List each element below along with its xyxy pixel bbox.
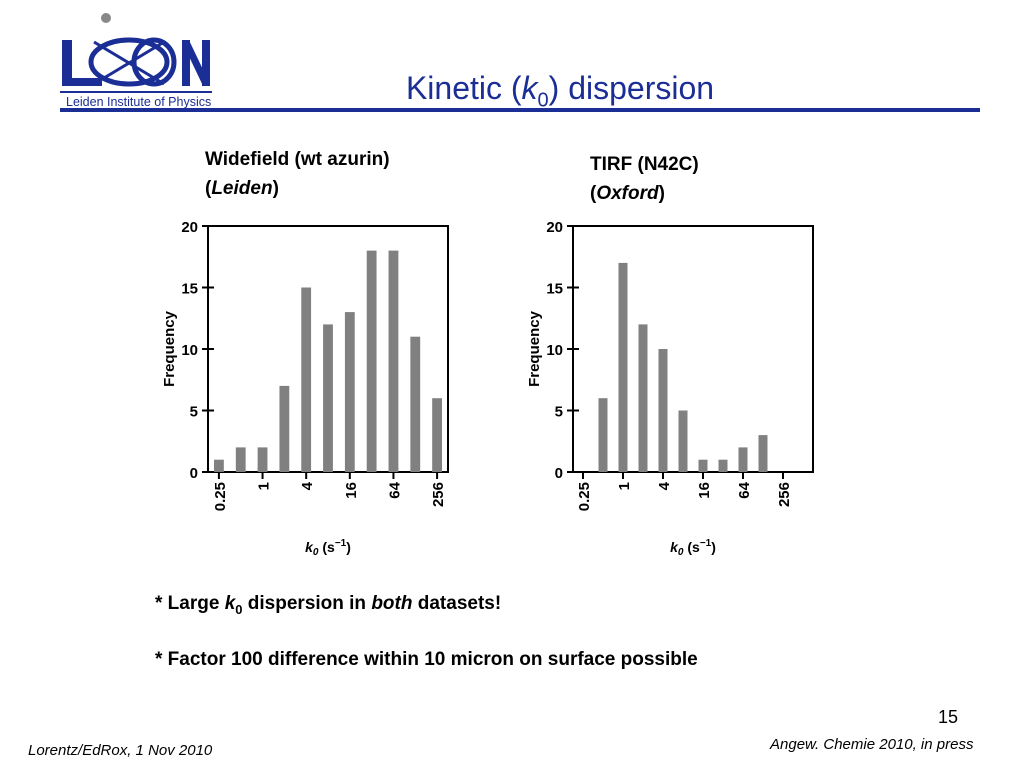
- left-caption-line1: Widefield (wt azurin): [205, 149, 390, 170]
- slide-number: 15: [938, 707, 959, 727]
- footer-author: Lorentz/EdRox, 1 Nov 2010: [28, 742, 213, 759]
- x-axis-label: k0 (s−1): [305, 538, 351, 558]
- histogram-bar: [658, 349, 668, 472]
- histogram-bar: [638, 324, 648, 472]
- y-tick-label: 15: [546, 281, 563, 298]
- x-axis-label-part: k: [670, 539, 679, 555]
- y-tick-label: 0: [555, 465, 563, 482]
- y-tick-label: 15: [181, 281, 198, 298]
- x-tick-label: 1: [616, 482, 633, 490]
- histogram-bar: [388, 250, 399, 472]
- y-axis-label: Frequency: [526, 310, 543, 387]
- x-axis-label: k0 (s−1): [670, 538, 716, 558]
- y-tick-label: 20: [181, 219, 198, 236]
- histogram-bar: [738, 447, 748, 472]
- title-k: k: [521, 70, 538, 106]
- y-tick-label: 10: [181, 342, 198, 359]
- y-tick-label: 10: [546, 342, 563, 359]
- x-tick-label: 16: [343, 482, 360, 499]
- y-tick-label: 20: [546, 219, 563, 236]
- x-axis-label-part: (s: [318, 539, 335, 555]
- x-axis-label-part: 0: [313, 547, 319, 558]
- x-axis-label-part: (s: [683, 539, 700, 555]
- y-axis-label: Frequency: [161, 310, 178, 387]
- x-tick-label: 0.25: [212, 482, 229, 511]
- left-chart-caption: Widefield (wt azurin) (Leiden): [205, 145, 390, 203]
- histogram-bar: [618, 262, 628, 472]
- x-axis-label-part: ): [346, 539, 351, 555]
- right-chart-caption: TIRF (N42C) (Oxford): [590, 150, 699, 208]
- bullet-factor-100: * Factor 100 difference within 10 micron…: [155, 649, 698, 670]
- x-axis-label-part: k: [305, 539, 314, 555]
- x-tick-label: 0.25: [576, 482, 593, 511]
- histogram-bar: [718, 459, 728, 472]
- x-tick-label: 4: [656, 481, 673, 490]
- histogram-bar: [410, 336, 421, 472]
- title-rule: [60, 108, 980, 112]
- histogram-bar: [214, 459, 224, 472]
- histogram-bar: [678, 410, 688, 472]
- logo-caption: Leiden Institute of Physics: [66, 95, 211, 109]
- right-caption-line2: (Oxford): [590, 183, 665, 204]
- footer-citation: Angew. Chemie 2010, in press: [770, 736, 974, 753]
- x-axis-label-part: 0: [678, 547, 684, 558]
- histogram-bar: [366, 250, 377, 472]
- histogram-bar: [758, 435, 768, 472]
- title-post: ) dispersion: [548, 70, 715, 106]
- y-tick-label: 0: [190, 465, 198, 482]
- histogram-bar: [323, 324, 333, 472]
- x-tick-label: 256: [776, 482, 793, 507]
- x-axis-label-part: −1: [335, 538, 347, 549]
- x-axis-label-part: −1: [700, 538, 712, 549]
- x-tick-label: 64: [386, 481, 403, 498]
- right-caption-line1: TIRF (N42C): [590, 154, 699, 175]
- histogram-bar: [257, 447, 268, 472]
- x-tick-label: 16: [696, 482, 713, 499]
- x-tick-label: 4: [299, 481, 316, 490]
- histogram-bar: [344, 312, 355, 472]
- title-pre: Kinetic (: [405, 70, 522, 106]
- histogram-bar: [279, 385, 290, 472]
- y-tick-label: 5: [190, 404, 198, 421]
- x-axis-label-part: ): [711, 539, 716, 555]
- logo-mark: [62, 13, 210, 87]
- histogram-bar: [235, 447, 246, 472]
- left-caption-line2: (Leiden): [205, 178, 279, 199]
- x-tick-label: 64: [736, 481, 753, 498]
- lion-logo: Leiden Institute of Physics: [60, 13, 212, 109]
- title-sub: 0: [537, 89, 549, 112]
- histogram-bar: [432, 398, 442, 472]
- x-tick-label: 256: [430, 482, 447, 507]
- bullet-dispersion: * Large k0 dispersion in both datasets!: [155, 593, 502, 617]
- histogram-bar: [598, 398, 608, 472]
- y-tick-label: 5: [555, 404, 563, 421]
- slide-title: Kinetic (k0) dispersion: [300, 70, 820, 112]
- histogram-bar: [698, 459, 708, 472]
- plot-frame: [572, 225, 814, 473]
- x-tick-label: 1: [256, 482, 273, 490]
- histogram-bar: [301, 287, 312, 472]
